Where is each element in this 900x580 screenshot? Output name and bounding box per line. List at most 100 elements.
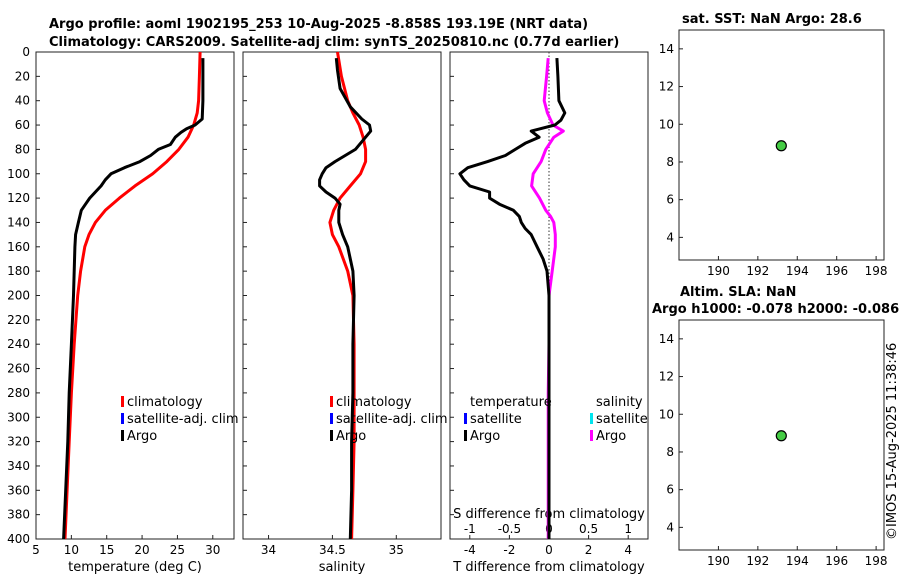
tdiff-series-argo [458, 58, 567, 539]
temperature-xlabel: temperature (deg C) [68, 560, 202, 575]
sla-xtick-label: 194 [786, 554, 809, 568]
sst-ytick-label: 6 [666, 193, 674, 207]
salinity-xtick-label: 34.5 [319, 543, 346, 557]
tdiff-legend-title: temperature [470, 395, 552, 410]
sla-ytick-label: 8 [666, 445, 674, 459]
tdiff-legend-label: satellite [470, 412, 522, 427]
salinity-xtick-label: 34 [261, 543, 276, 557]
sla-axes-frame [678, 319, 885, 551]
sst-xtick-label: 190 [707, 264, 730, 278]
sdiff-legend-swatch [590, 430, 593, 441]
sst-xtick-label: 192 [746, 264, 769, 278]
depth-tick-label: 400 [7, 532, 30, 546]
sla-ytick-label: 4 [666, 520, 674, 534]
depth-tick-label: 380 [7, 508, 30, 522]
salinity-xlabel: salinity [319, 560, 366, 575]
sdiff-legend-label: Argo [596, 429, 626, 444]
depth-tick-label: 280 [7, 386, 30, 400]
depth-tick-label: 140 [7, 215, 30, 229]
sla-xtick-label: 196 [825, 554, 848, 568]
temperature-series-climatology [63, 51, 202, 540]
temperature-xtick-label: 30 [205, 543, 220, 557]
temperature-xtick-label: 15 [99, 543, 114, 557]
header-line2: Climatology: CARS2009. Satellite-adj cli… [49, 35, 619, 50]
depth-tick-label: 20 [15, 69, 30, 83]
tdiff-xtick-label: 4 [624, 543, 632, 557]
sla-xtick-label: 198 [865, 554, 888, 568]
tdiff-legend-label: Argo [470, 429, 500, 444]
depth-tick-label: 300 [7, 410, 30, 424]
tdiff-xlabel: T difference from climatology [452, 560, 645, 575]
sst-ytick-label: 14 [659, 42, 674, 56]
sla-ytick-label: 10 [659, 407, 674, 421]
depth-tick-label: 200 [7, 289, 30, 303]
sst-xtick-label: 194 [786, 264, 809, 278]
sla-ytick-label: 6 [666, 483, 674, 497]
depth-tick-label: 60 [15, 118, 30, 132]
header-line1: Argo profile: aoml 1902195_253 10-Aug-20… [49, 17, 588, 32]
temperature-xtick-label: 10 [64, 543, 79, 557]
imos-watermark: ©IMOS 15-Aug-2025 11:38:46 [885, 343, 900, 540]
temperature-legend-label: Argo [127, 429, 157, 444]
temperature-legend-swatch [121, 396, 124, 407]
depth-tick-label: 80 [15, 142, 30, 156]
temperature-xtick-label: 25 [170, 543, 185, 557]
sdiff-xtick-label: 0.5 [579, 522, 598, 536]
sst-ytick-label: 10 [659, 117, 674, 131]
sst-ytick-label: 8 [666, 155, 674, 169]
temperature-legend-label: climatology [127, 395, 203, 410]
depth-tick-label: 360 [7, 483, 30, 497]
tdiff-xtick-label: 2 [585, 543, 593, 557]
depth-tick-label: 240 [7, 337, 30, 351]
sla-panel-title-1: Altim. SLA: NaN [680, 285, 796, 300]
sdiff-legend-swatch [590, 413, 593, 424]
temperature-legend-swatch [121, 413, 124, 424]
salinity-legend-swatch [330, 396, 333, 407]
depth-tick-label: 220 [7, 313, 30, 327]
temperature-xtick-label: 5 [32, 543, 40, 557]
salinity-axes-frame [242, 51, 442, 540]
sla-ytick-label: 14 [659, 332, 674, 346]
depth-tick-label: 0 [22, 45, 30, 59]
sst-axes-frame [678, 29, 885, 261]
depth-tick-label: 120 [7, 191, 30, 205]
sla-panel-title-2: Argo h1000: -0.078 h2000: -0.086 [652, 302, 899, 317]
salinity-legend-swatch [330, 413, 333, 424]
sdiff-legend-label: satellite [596, 412, 648, 427]
tdiff-legend-swatch [464, 430, 467, 441]
salinity-legend-swatch [330, 430, 333, 441]
sla-point [775, 430, 787, 442]
sst-xtick-label: 196 [825, 264, 848, 278]
salinity-legend-label: Argo [336, 429, 366, 444]
temperature-legend-label: satellite-adj. clim [127, 412, 239, 427]
sdiff-xtick-label: -1 [464, 522, 476, 536]
sla-ytick-label: 12 [659, 370, 674, 384]
temperature-xtick-label: 20 [134, 543, 149, 557]
salinity-xtick-label: 35 [389, 543, 404, 557]
salinity-series-climatology [328, 51, 368, 540]
depth-tick-label: 340 [7, 459, 30, 473]
sst-panel-title: sat. SST: NaN Argo: 28.6 [682, 12, 862, 27]
sst-xtick-label: 198 [865, 264, 888, 278]
sdiff-xtick-label: 1 [624, 522, 632, 536]
salinity-series-argo [318, 57, 373, 540]
sdiff-xtick-label: -0.5 [498, 522, 521, 536]
sst-ytick-label: 4 [666, 230, 674, 244]
depth-tick-label: 180 [7, 264, 30, 278]
tdiff-xtick-label: 0 [545, 543, 553, 557]
temperature-series-argo [62, 58, 205, 540]
sst-point [775, 140, 787, 152]
tdiff-legend-swatch [464, 413, 467, 424]
salinity-legend-label: climatology [336, 395, 412, 410]
depth-tick-label: 100 [7, 167, 30, 181]
tdiff-xtick-label: -4 [464, 543, 476, 557]
depth-tick-label: 260 [7, 362, 30, 376]
sla-xtick-label: 192 [746, 554, 769, 568]
temperature-legend-swatch [121, 430, 124, 441]
depth-tick-label: 320 [7, 435, 30, 449]
depth-tick-label: 40 [15, 94, 30, 108]
salinity-legend-label: satellite-adj. clim [336, 412, 448, 427]
sst-ytick-label: 12 [659, 80, 674, 94]
depth-tick-label: 160 [7, 240, 30, 254]
